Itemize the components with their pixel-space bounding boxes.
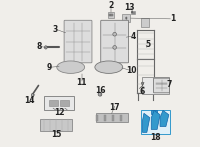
- Text: 4: 4: [131, 32, 136, 41]
- Text: 3: 3: [53, 25, 58, 34]
- Text: 8: 8: [37, 42, 42, 51]
- Text: 5: 5: [145, 40, 150, 49]
- Bar: [122, 14, 130, 22]
- Bar: [60, 101, 69, 106]
- Ellipse shape: [98, 92, 102, 96]
- Polygon shape: [160, 110, 169, 127]
- Bar: [44, 96, 74, 110]
- Bar: [120, 115, 122, 121]
- Polygon shape: [151, 110, 160, 129]
- Text: 14: 14: [24, 96, 34, 105]
- Bar: [131, 11, 135, 14]
- Polygon shape: [142, 113, 150, 132]
- Bar: [111, 14, 113, 16]
- Text: 11: 11: [76, 78, 87, 87]
- Ellipse shape: [95, 61, 123, 73]
- Bar: [40, 119, 72, 131]
- Ellipse shape: [131, 11, 133, 13]
- Ellipse shape: [57, 61, 85, 73]
- Ellipse shape: [31, 93, 34, 97]
- Text: 17: 17: [109, 103, 120, 112]
- Ellipse shape: [113, 46, 116, 49]
- Ellipse shape: [113, 32, 116, 36]
- Bar: [104, 115, 106, 121]
- Text: 10: 10: [126, 66, 137, 75]
- Bar: [142, 77, 169, 94]
- Text: 9: 9: [47, 63, 52, 72]
- Bar: [141, 18, 149, 27]
- Bar: [96, 113, 128, 122]
- FancyBboxPatch shape: [101, 20, 129, 63]
- Ellipse shape: [141, 82, 144, 85]
- Bar: [141, 110, 170, 134]
- Text: 18: 18: [150, 133, 161, 142]
- Text: 1: 1: [170, 14, 175, 23]
- Text: 6: 6: [139, 87, 144, 96]
- Bar: [49, 101, 58, 106]
- Text: 15: 15: [51, 130, 61, 139]
- Bar: [112, 115, 114, 121]
- Text: 13: 13: [124, 3, 135, 12]
- Bar: [109, 14, 111, 16]
- Ellipse shape: [44, 46, 47, 49]
- Ellipse shape: [126, 17, 127, 18]
- Ellipse shape: [126, 18, 127, 19]
- Text: 12: 12: [54, 108, 64, 117]
- Bar: [96, 115, 98, 121]
- Text: 7: 7: [167, 80, 172, 89]
- Text: 16: 16: [95, 86, 106, 95]
- Bar: [108, 12, 114, 18]
- FancyBboxPatch shape: [153, 78, 170, 93]
- FancyBboxPatch shape: [64, 20, 92, 63]
- Text: 2: 2: [108, 1, 114, 10]
- Bar: [151, 110, 157, 114]
